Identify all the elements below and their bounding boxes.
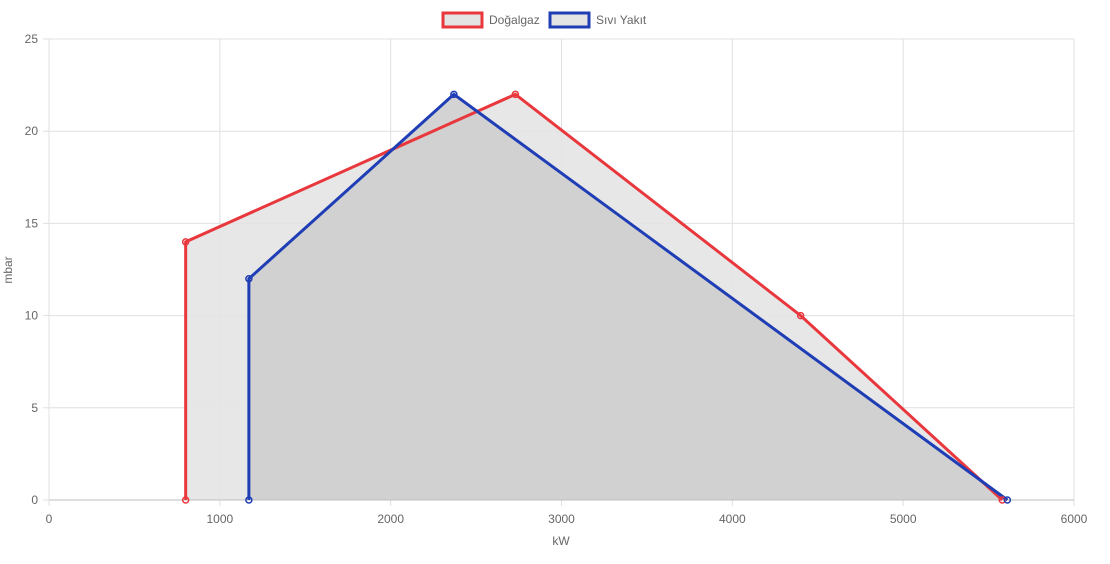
data-point-dogalgaz[interactable] [181, 238, 190, 246]
x-tick-label: 5000 [890, 512, 917, 526]
x-tick-label: 4000 [719, 512, 746, 526]
legend-swatch-dogalgaz [441, 11, 484, 29]
y-tick-label: 20 [25, 124, 39, 138]
x-tick-label: 2000 [377, 512, 404, 526]
series-lines [184, 92, 1009, 502]
legend-item-sivi-yakit[interactable]: Sıvı Yakıt [548, 11, 647, 29]
data-point-sivi-yakit[interactable] [245, 274, 253, 283]
data-point-dogalgaz[interactable] [796, 311, 805, 320]
tick-labels: 0 1000 2000 3000 4000 5000 6000 0 5 10 15 20 25 [25, 32, 1088, 526]
y-tick-label: 0 [31, 493, 38, 507]
y-tick-label: 25 [25, 32, 39, 46]
data-point-sivi-yakit[interactable] [1003, 496, 1012, 504]
series-line-dogalgaz [184, 92, 1004, 502]
x-tick-label: 3000 [548, 512, 575, 526]
data-point-dogalgaz[interactable] [511, 90, 520, 99]
data-point-sivi-yakit[interactable] [245, 496, 253, 504]
areas [185, 94, 1008, 500]
legend-swatch-sivi-yakit [548, 11, 591, 29]
legend-label-sivi-yakit: Sıvı Yakıt [596, 13, 647, 27]
x-axis-title: kW [552, 534, 570, 548]
axes [48, 39, 1074, 501]
legend[interactable]: Doğalgaz Sıvı Yakıt [441, 11, 647, 29]
legend-item-dogalgaz[interactable]: Doğalgaz [441, 11, 540, 29]
legend-label-dogalgaz: Doğalgaz [489, 13, 540, 27]
data-point-dogalgaz[interactable] [998, 496, 1006, 504]
area-sivi-yakit [248, 94, 1008, 500]
series-line-sivi-yakit [247, 92, 1009, 502]
y-tick-label: 15 [25, 216, 39, 230]
data-point-dogalgaz[interactable] [181, 496, 190, 504]
x-tick-label: 6000 [1061, 512, 1088, 526]
y-axis-title: mbar [1, 256, 15, 283]
x-tick-label: 1000 [206, 512, 233, 526]
x-tick-label: 0 [46, 512, 53, 526]
y-tick-label: 5 [31, 401, 38, 415]
data-points [181, 90, 1012, 504]
y-tick-label: 10 [25, 309, 39, 323]
data-point-sivi-yakit[interactable] [450, 90, 458, 99]
